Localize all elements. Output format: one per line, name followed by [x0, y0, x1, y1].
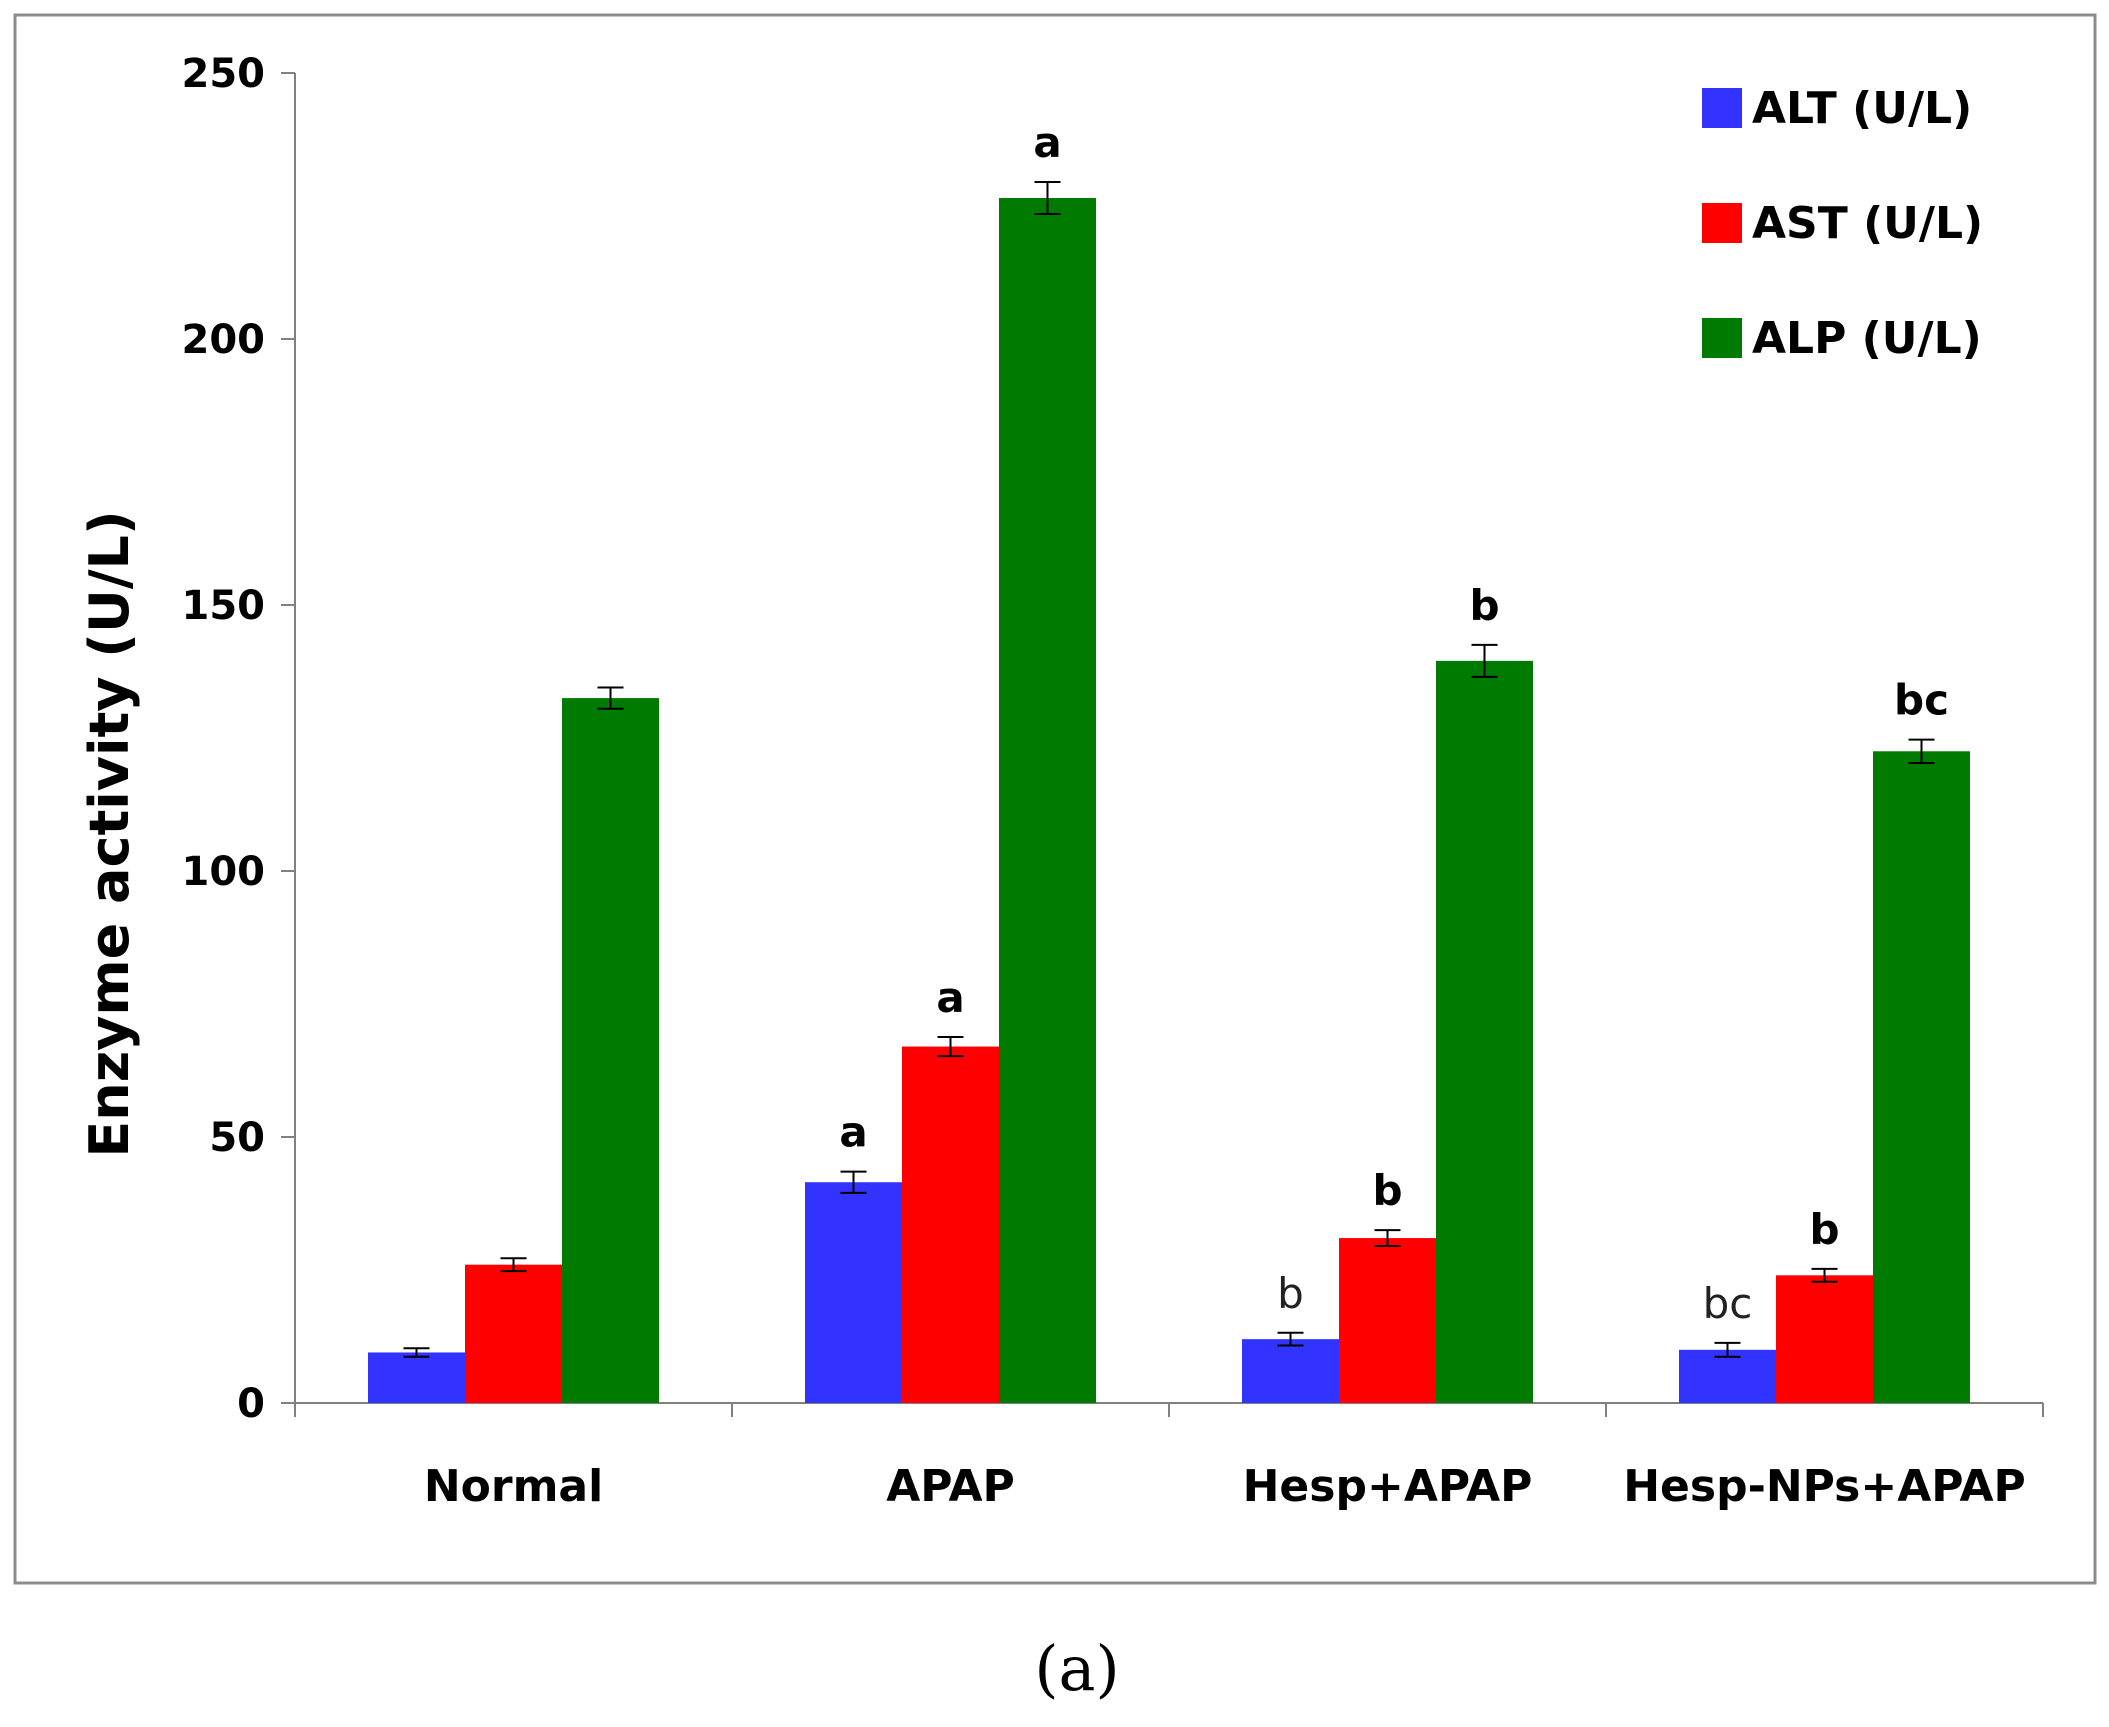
significance-label: b — [1809, 1205, 1839, 1254]
significance-label: a — [936, 973, 964, 1022]
x-tick-label: APAP — [886, 1461, 1015, 1512]
significance-label: b — [1469, 581, 1499, 630]
bar — [1242, 1339, 1339, 1403]
significance-label: bc — [1894, 676, 1949, 725]
legend-label: AST (U/L) — [1752, 198, 1983, 249]
legend: ALT (U/L) AST (U/L) ALP (U/L) — [1702, 83, 1983, 364]
x-tick-label: Hesp+APAP — [1243, 1461, 1533, 1512]
bar — [1873, 751, 1970, 1403]
significance-label: b — [1277, 1269, 1304, 1318]
y-tick-label: 200 — [182, 317, 266, 363]
y-tick-label: 50 — [209, 1115, 265, 1161]
significance-label: b — [1372, 1166, 1402, 1215]
y-tick-label: 150 — [182, 583, 266, 629]
legend-swatch — [1702, 203, 1742, 243]
bar — [1776, 1275, 1873, 1403]
y-tick-label: 0 — [237, 1381, 265, 1427]
y-tick-label: 250 — [182, 51, 266, 97]
bar — [1436, 660, 1533, 1403]
legend-swatch — [1702, 318, 1742, 358]
y-tick-label: 100 — [182, 849, 266, 895]
significance-label: a — [1033, 118, 1061, 167]
bar — [902, 1046, 999, 1403]
bar — [1339, 1238, 1436, 1403]
bar — [562, 698, 659, 1403]
panel-label: (a) — [1034, 1632, 1119, 1705]
bar — [1679, 1349, 1776, 1403]
x-tick-label: Normal — [424, 1461, 603, 1512]
bar — [999, 198, 1096, 1403]
y-axis-title: Enzyme activity (U/L) — [78, 510, 141, 1157]
legend-swatch — [1702, 88, 1742, 128]
bar — [805, 1182, 902, 1403]
significance-label: bc — [1703, 1279, 1753, 1328]
significance-label: a — [839, 1108, 867, 1157]
legend-label: ALP (U/L) — [1752, 313, 1982, 364]
x-tick-label: Hesp-NPs+APAP — [1623, 1461, 2026, 1512]
legend-label: ALT (U/L) — [1752, 83, 1972, 134]
bar — [368, 1352, 465, 1403]
bar — [465, 1264, 562, 1403]
